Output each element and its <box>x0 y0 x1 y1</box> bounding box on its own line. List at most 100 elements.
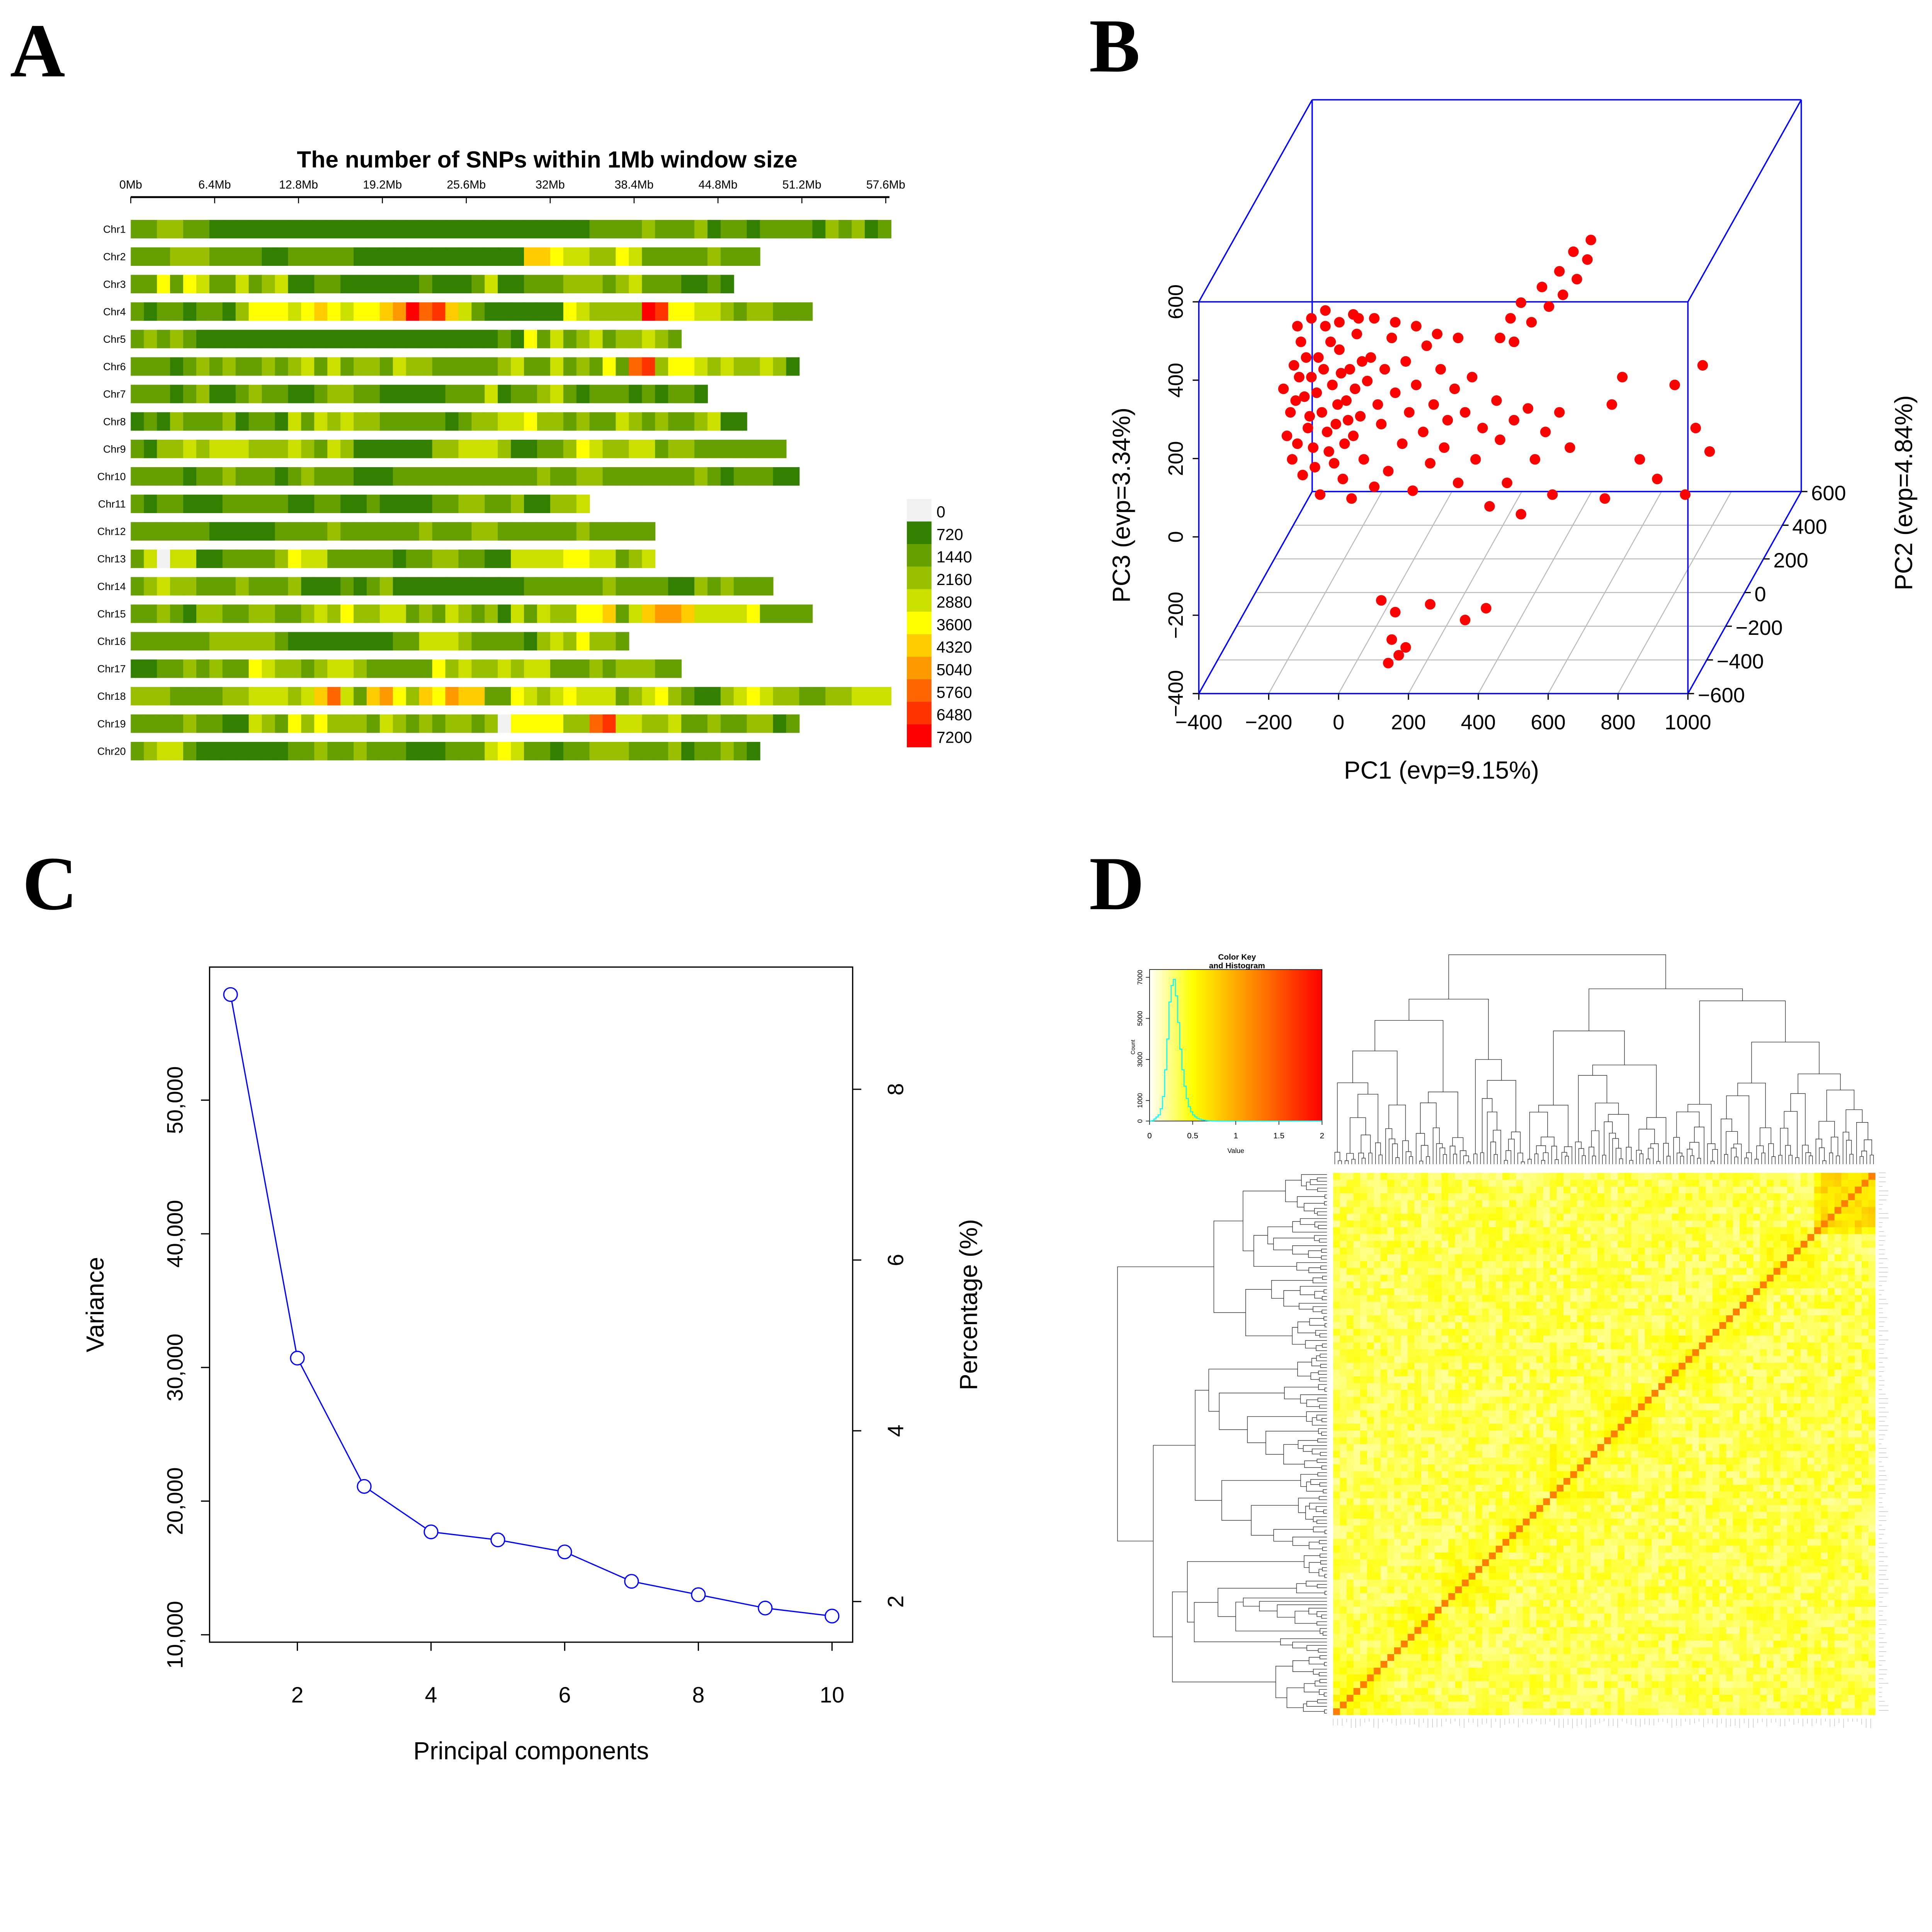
heatmap-cell <box>1448 1606 1456 1614</box>
heatmap-cell <box>1556 1606 1564 1614</box>
heatmap-cell <box>1367 1687 1374 1695</box>
heatmap-cell <box>1767 1620 1774 1627</box>
snp-window-bin <box>196 412 210 431</box>
heatmap-cell <box>1672 1464 1679 1471</box>
heatmap-cell <box>1868 1430 1876 1437</box>
heatmap-cell <box>1685 1599 1693 1607</box>
heatmap-cell <box>1428 1505 1435 1512</box>
snp-window-bin <box>366 687 380 706</box>
heatmap-cell <box>1570 1681 1578 1688</box>
heatmap-cell <box>1604 1430 1611 1437</box>
heatmap-cell <box>1760 1423 1767 1431</box>
heatmap-cell <box>1841 1545 1849 1553</box>
heatmap-cell <box>1387 1511 1395 1519</box>
heatmap-cell <box>1536 1464 1544 1471</box>
heatmap-cell <box>1617 1471 1625 1478</box>
heatmap-cell <box>1651 1410 1659 1417</box>
heatmap-cell <box>1753 1579 1760 1587</box>
snp-window-bin <box>471 302 485 321</box>
data-point <box>1344 364 1355 375</box>
heatmap-cell <box>1713 1559 1720 1566</box>
heatmap-cell <box>1495 1593 1503 1600</box>
heatmap-cell <box>1726 1478 1733 1485</box>
heatmap-cell <box>1387 1694 1395 1702</box>
heatmap-cell <box>1543 1511 1550 1519</box>
heatmap-cell <box>1706 1511 1713 1519</box>
heatmap-cell <box>1692 1511 1699 1519</box>
snp-window-bin <box>458 384 472 403</box>
snp-window-bin <box>340 495 354 513</box>
heatmap-cell <box>1502 1444 1510 1451</box>
heatmap-cell <box>1841 1613 1849 1621</box>
snp-window-bin <box>406 495 420 513</box>
heatmap-cell <box>1577 1701 1584 1709</box>
snp-window-bin <box>144 302 158 321</box>
heatmap-cell <box>1807 1423 1815 1431</box>
heatmap-cell <box>1347 1498 1354 1505</box>
snp-window-bin <box>576 247 590 266</box>
heatmap-cell <box>1529 1532 1537 1539</box>
heatmap-cell <box>1407 1606 1415 1614</box>
heatmap-cell <box>1672 1687 1679 1695</box>
heatmap-cell <box>1590 1572 1598 1580</box>
heatmap-cell <box>1570 1511 1578 1519</box>
heatmap-cell <box>1509 1464 1517 1471</box>
heatmap-cell <box>1367 1464 1374 1471</box>
x-tick-label: 19.2Mb <box>363 179 402 191</box>
heatmap-cell <box>1509 1403 1517 1410</box>
chromosome-row: Chr18 <box>97 687 891 706</box>
heatmap-cell <box>1638 1532 1645 1539</box>
heatmap-cell <box>1834 1681 1842 1688</box>
heatmap-cell <box>1502 1403 1510 1410</box>
heatmap-cell <box>1604 1532 1611 1539</box>
heatmap-cell <box>1753 1701 1760 1709</box>
heatmap-cell <box>1801 1627 1808 1634</box>
heatmap-cell <box>1475 1613 1483 1621</box>
heatmap-cell <box>1421 1403 1429 1410</box>
heatmap-cell <box>1767 1451 1774 1458</box>
heatmap-cell <box>1699 1687 1706 1695</box>
heatmap-cell <box>1773 1620 1781 1627</box>
snp-window-bin <box>550 220 564 238</box>
heatmap-cell <box>1435 1444 1442 1451</box>
heatmap-cell <box>1462 1586 1469 1594</box>
heatmap-cell <box>1374 1464 1381 1471</box>
heatmap-cell <box>1556 1430 1564 1437</box>
snp-window-bin <box>747 714 760 733</box>
heatmap-cell <box>1509 1708 1517 1715</box>
heatmap-cell <box>1780 1539 1787 1546</box>
heatmap-cell <box>1475 1552 1483 1560</box>
snp-window-bin <box>733 742 747 760</box>
heatmap-cell <box>1570 1539 1578 1546</box>
heatmap-cell <box>1611 1464 1618 1471</box>
heatmap-cell <box>1645 1464 1652 1471</box>
heatmap-cell <box>1421 1471 1429 1478</box>
heatmap-cell <box>1340 1613 1347 1621</box>
heatmap-cell <box>1563 1552 1571 1560</box>
snp-window-bin <box>445 275 459 294</box>
snp-window-bin <box>655 439 669 458</box>
heatmap-cell <box>1651 1444 1659 1451</box>
snp-window-bin <box>275 549 289 568</box>
heatmap-cell <box>1617 1525 1625 1532</box>
heatmap-cell <box>1597 1545 1605 1553</box>
heatmap-cell <box>1462 1478 1469 1485</box>
heatmap-cell <box>1665 1491 1672 1498</box>
heatmap-cell <box>1340 1410 1347 1417</box>
heatmap-cell <box>1502 1451 1510 1458</box>
heatmap-cell <box>1495 1457 1503 1464</box>
snp-window-bin <box>668 302 682 321</box>
heatmap-cell <box>1713 1457 1720 1464</box>
heatmap-cell <box>1536 1525 1544 1532</box>
heatmap-cell <box>1536 1532 1544 1539</box>
heatmap-cell <box>1740 1613 1747 1621</box>
kinship-heatmap: Color Key and Histogram Value Count 0 0.5… <box>1117 953 1889 1729</box>
snp-window-bin <box>498 357 512 376</box>
heatmap-cell <box>1780 1505 1787 1512</box>
snp-window-bin <box>720 247 734 266</box>
heatmap-cell <box>1435 1423 1442 1431</box>
snp-window-bin <box>602 742 616 760</box>
snp-window-bin <box>196 275 210 294</box>
heatmap-cell <box>1347 1566 1354 1573</box>
heatmap-cell <box>1780 1430 1787 1437</box>
